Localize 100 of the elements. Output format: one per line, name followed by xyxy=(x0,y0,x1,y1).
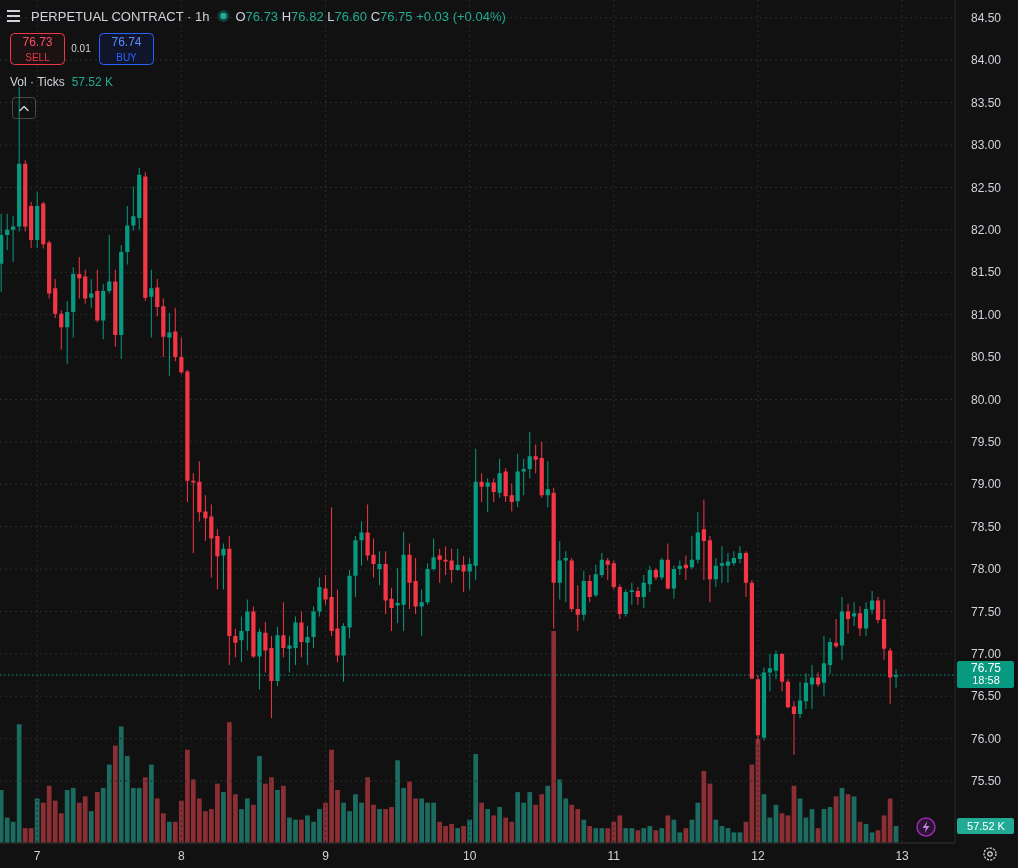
bar xyxy=(94,792,100,843)
candlestick xyxy=(797,681,803,719)
candlestick xyxy=(35,191,40,248)
candlestick xyxy=(689,535,695,570)
annotation: 0.01 xyxy=(71,42,92,54)
candlestick xyxy=(71,267,76,338)
candlestick xyxy=(29,201,34,248)
buy-button: 76.74 BUY xyxy=(99,33,154,65)
candlestick xyxy=(419,589,424,637)
y-tick-label: 79.50 xyxy=(970,435,1002,450)
bar xyxy=(659,828,665,843)
candlestick xyxy=(569,558,574,612)
bar xyxy=(455,828,461,843)
y-tick-label: 83.00 xyxy=(970,138,1002,153)
candlestick xyxy=(317,577,322,617)
candlestick xyxy=(59,310,64,350)
candlestick xyxy=(545,461,550,508)
bar xyxy=(497,806,502,843)
candlestick xyxy=(365,504,370,561)
bar xyxy=(112,745,118,843)
bar xyxy=(257,756,262,843)
candlestick xyxy=(833,619,839,648)
candlestick xyxy=(53,279,58,319)
candlestick xyxy=(611,560,616,590)
candlestick xyxy=(77,256,82,299)
candlestick xyxy=(791,701,797,755)
candlestick xyxy=(113,269,118,347)
candlestick xyxy=(869,591,875,615)
candlestick xyxy=(155,279,160,317)
candlestick xyxy=(491,478,496,503)
chart-title: Vol · Ticks xyxy=(10,75,65,89)
y-tick-label: 77.00 xyxy=(970,647,1002,662)
candlestick xyxy=(533,444,538,474)
candlestick xyxy=(875,597,881,624)
candlestick xyxy=(551,487,556,629)
candlestick xyxy=(125,206,130,265)
candlestick xyxy=(863,602,869,637)
candlestick xyxy=(281,602,286,658)
candlestick xyxy=(41,201,46,249)
candlestick xyxy=(881,599,887,660)
candlestick xyxy=(89,279,94,308)
candlestick xyxy=(179,337,184,375)
candlestick xyxy=(845,603,851,634)
text: PERPETUAL CONTRACT · 1h xyxy=(31,9,210,24)
candlestick xyxy=(131,186,136,231)
candlestick xyxy=(221,543,226,590)
candlestick xyxy=(497,458,502,498)
candlestick xyxy=(731,551,736,566)
candlestick xyxy=(461,556,466,592)
candlestick xyxy=(239,616,244,663)
candlestick xyxy=(47,240,52,299)
candlestick xyxy=(227,535,232,665)
bar xyxy=(581,819,587,843)
candlestick xyxy=(647,565,652,592)
y-tick-label: 78.50 xyxy=(970,519,1002,534)
bar xyxy=(713,819,719,843)
candlestick xyxy=(143,172,148,302)
bar xyxy=(665,815,671,843)
bar xyxy=(545,785,551,843)
bar xyxy=(479,802,484,843)
x-tick-label: 10 xyxy=(462,849,477,864)
x-tick-label: 12 xyxy=(751,849,765,864)
candlestick xyxy=(107,234,112,294)
candlestick xyxy=(509,483,514,512)
candlestick xyxy=(599,552,604,578)
candlestick xyxy=(17,87,22,232)
x-tick-label: 8 xyxy=(178,849,185,864)
bar xyxy=(221,792,226,843)
y-tick-label: 84.50 xyxy=(970,11,1002,26)
candlestick xyxy=(485,478,490,513)
candlestick xyxy=(83,269,88,304)
candlestick xyxy=(371,538,376,578)
candlestick xyxy=(527,431,532,479)
annotation: BUY xyxy=(116,51,138,63)
candlestick xyxy=(671,565,677,599)
candlestick xyxy=(5,213,10,251)
bar xyxy=(587,826,593,843)
candlestick xyxy=(251,606,256,659)
x-tick-label: 11 xyxy=(607,849,621,864)
candlestick xyxy=(575,585,580,631)
candlestick xyxy=(95,269,100,323)
candlestick xyxy=(605,558,610,581)
candlestick xyxy=(713,558,718,587)
candlestick xyxy=(0,213,4,292)
candlestick xyxy=(539,441,544,498)
candlestick xyxy=(437,548,442,583)
bar xyxy=(377,809,382,843)
bar xyxy=(281,785,286,843)
candlestick xyxy=(629,582,634,605)
y-tick-label: 76.50 xyxy=(970,689,1002,704)
y-tick-label: 78.00 xyxy=(970,562,1002,577)
bar xyxy=(551,631,557,843)
candlestick xyxy=(119,245,124,359)
candlestick xyxy=(161,298,166,358)
bar xyxy=(149,764,154,843)
candlestick xyxy=(197,461,202,522)
candlestick xyxy=(515,453,520,508)
candlestick xyxy=(701,499,707,581)
candlestick xyxy=(299,611,304,658)
candlestick xyxy=(737,546,743,564)
